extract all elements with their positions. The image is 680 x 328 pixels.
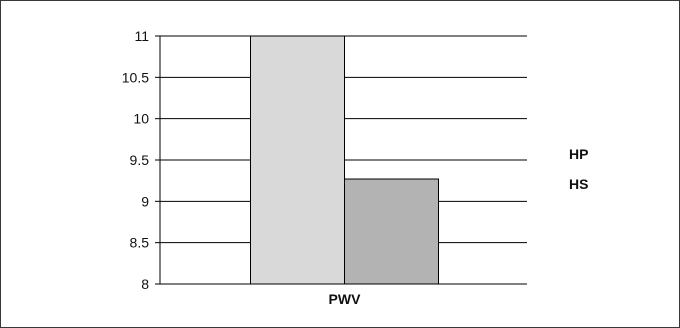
x-category-label: PWV (329, 291, 362, 307)
y-tick-label: 9.5 (130, 152, 150, 168)
y-tick-label: 8.5 (130, 235, 150, 251)
y-tick-labels: 8 8.5 9 9.5 10 10.5 11 (122, 28, 149, 292)
legend-label-hs: HS (569, 176, 588, 192)
bar-hp (250, 35, 345, 285)
axes (155, 35, 161, 285)
legend-label-hp: HP (569, 146, 588, 162)
legend: HP HS (569, 146, 588, 192)
y-tick-label: 10.5 (122, 69, 149, 85)
y-tick-label: 10 (133, 111, 149, 127)
x-category-labels: PWV (329, 291, 362, 307)
y-tick-label: 9 (141, 193, 149, 209)
y-tick-label: 8 (141, 276, 149, 292)
bars (250, 35, 439, 285)
y-tick-label: 11 (134, 28, 149, 44)
bar-hs (344, 178, 439, 285)
